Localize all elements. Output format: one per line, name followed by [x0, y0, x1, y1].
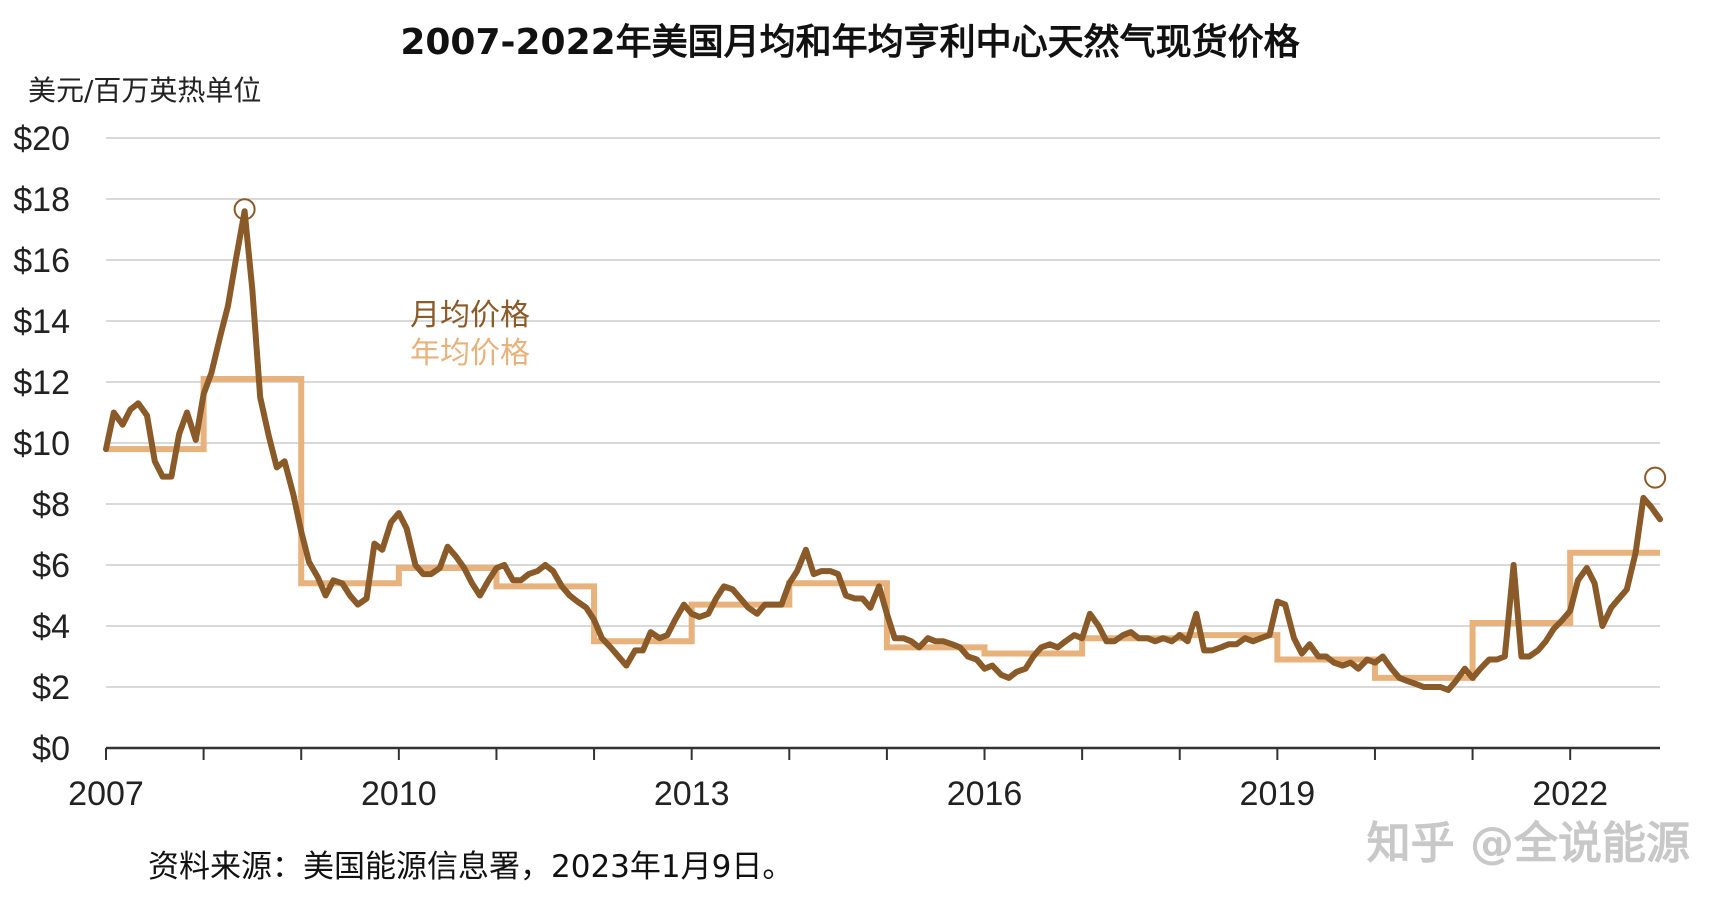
x-tick-label: 2013	[654, 775, 730, 813]
x-tick-label: 2010	[361, 775, 437, 813]
legend-monthly: 月均价格	[410, 298, 530, 333]
gridlines	[106, 137, 1660, 688]
y-tick-label: $18	[13, 181, 70, 219]
peak-annotations	[233, 198, 1667, 489]
monthly-series	[103, 208, 1663, 693]
y-tick-label: $8	[32, 486, 70, 524]
annual-series	[106, 375, 1660, 681]
y-tick-label: $14	[13, 303, 70, 341]
y-axis-label: 美元/百万英热单位	[28, 74, 261, 107]
x-tick-label: 2019	[1240, 775, 1316, 813]
peak-marker	[1644, 466, 1667, 489]
y-tick-label: $6	[32, 547, 70, 585]
y-tick-label: $0	[32, 730, 70, 768]
watermark: 知乎 @全说能源	[1367, 818, 1690, 869]
x-tick-label: 2016	[947, 775, 1023, 813]
y-tick-label: $20	[13, 120, 70, 158]
y-tick-label: $16	[13, 242, 70, 280]
y-tick-label: $10	[13, 425, 70, 463]
y-tick-label: $12	[13, 364, 70, 402]
peak-marker	[233, 198, 256, 221]
chart-title: 2007-2022年美国月均和年均亨利中心天然气现货价格	[400, 21, 1300, 63]
monthly-price-line	[103, 208, 1663, 693]
x-axis: 2007 2010 2013 2016 2019 2022	[68, 746, 1660, 813]
y-tick-label: $2	[32, 669, 70, 707]
y-tick-label: $4	[32, 608, 70, 646]
annual-price-line	[106, 375, 1660, 681]
x-tick-label: 2007	[68, 775, 144, 813]
source-note: 资料来源：美国能源信息署，2023年1月9日。	[148, 849, 793, 885]
legend-annual: 年均价格	[410, 336, 530, 371]
y-tick-labels: $0 $2 $4 $6 $8 $10 $12 $14 $16 $18 $20	[13, 120, 70, 768]
x-tick-label: 2022	[1532, 775, 1608, 813]
